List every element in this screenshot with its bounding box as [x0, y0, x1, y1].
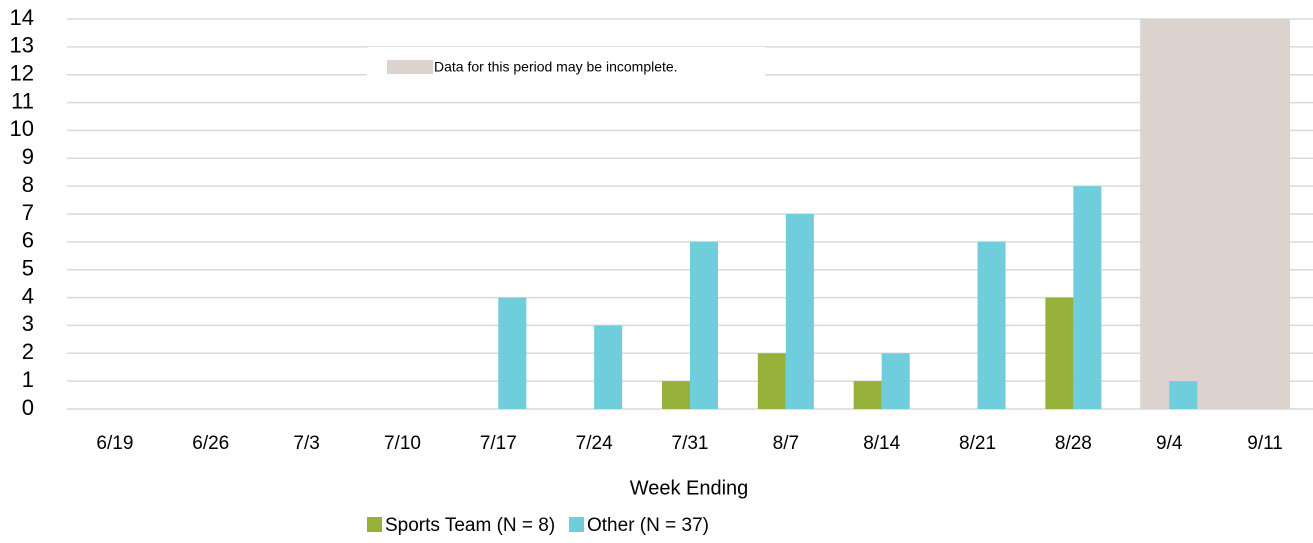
x-tick-label: 8/7 — [773, 433, 799, 454]
y-tick-label: 13 — [10, 33, 34, 58]
x-tick-label: 8/21 — [959, 433, 996, 454]
bar — [881, 353, 910, 409]
x-tick-label: 7/31 — [672, 433, 709, 454]
y-tick-label: 10 — [10, 116, 34, 141]
annotation-text: Data for this period may be incomplete. — [434, 59, 678, 75]
bar — [1073, 186, 1102, 409]
bar — [977, 241, 1006, 409]
x-tick-label: 7/10 — [384, 433, 421, 454]
y-tick-label: 9 — [22, 144, 34, 169]
y-tick-label: 4 — [22, 283, 34, 308]
y-tick-label: 2 — [22, 339, 34, 364]
y-tick-label: 1 — [22, 367, 34, 392]
bar — [662, 381, 690, 409]
y-tick-label: 5 — [22, 256, 34, 281]
y-tick-label: 12 — [10, 61, 34, 86]
x-tick-label: 6/26 — [192, 433, 229, 454]
x-tick-label: 7/24 — [576, 433, 613, 454]
bar — [785, 214, 814, 409]
x-tick-label: 6/19 — [96, 433, 133, 454]
y-tick-label: 7 — [22, 200, 34, 225]
legend-label: Sports Team (N = 8) — [385, 515, 555, 536]
x-axis-label: Week Ending — [630, 477, 749, 499]
bar — [690, 241, 718, 409]
annotation-box — [367, 47, 765, 87]
x-tick-label: 8/14 — [863, 433, 900, 454]
y-tick-label: 3 — [22, 311, 34, 336]
x-tick-label: 7/3 — [293, 433, 319, 454]
y-tick-label: 0 — [22, 395, 34, 420]
x-tick-label: 9/11 — [1247, 433, 1283, 454]
annotation-swatch — [387, 60, 433, 74]
y-tick-label: 6 — [22, 228, 34, 253]
bar — [1045, 297, 1074, 409]
bar — [853, 381, 882, 409]
y-tick-label: 14 — [10, 5, 34, 30]
y-tick-label: 8 — [22, 172, 34, 197]
incomplete-region — [1140, 19, 1291, 409]
x-tick-label: 9/4 — [1156, 433, 1183, 454]
bar — [757, 353, 786, 409]
x-tick-label: 8/28 — [1055, 433, 1092, 454]
bar — [498, 297, 527, 409]
x-tick-label: 7/17 — [480, 433, 517, 454]
legend-swatch — [367, 517, 382, 532]
y-tick-label: 11 — [11, 88, 34, 113]
bar — [1169, 381, 1198, 409]
bar — [594, 325, 623, 409]
legend-swatch — [569, 517, 584, 532]
legend-label: Other (N = 37) — [587, 515, 709, 536]
